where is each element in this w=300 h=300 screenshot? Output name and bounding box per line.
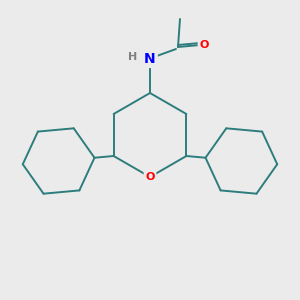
Text: O: O <box>199 40 209 50</box>
Text: H: H <box>128 52 138 62</box>
Text: N: N <box>144 52 156 66</box>
Text: O: O <box>145 172 155 182</box>
